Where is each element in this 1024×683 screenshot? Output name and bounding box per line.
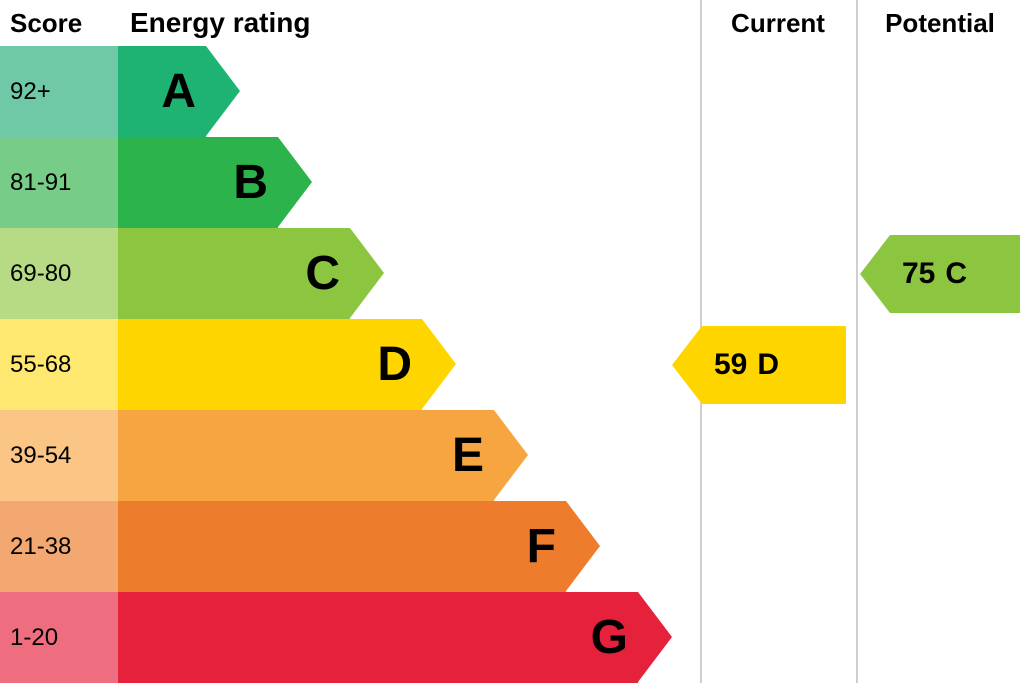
rating-row-a: 92+ A xyxy=(0,46,1024,137)
bar-wrap: F xyxy=(118,501,1024,592)
header-score: Score xyxy=(0,8,118,39)
rating-bar-c: C xyxy=(118,228,350,319)
rating-bar-e: E xyxy=(118,410,494,501)
rating-row-f: 21-38 F xyxy=(0,501,1024,592)
rating-row-e: 39-54 E xyxy=(0,410,1024,501)
energy-rating-chart: Score Energy rating Current Potential 92… xyxy=(0,0,1024,683)
current-rating-badge: 59 D xyxy=(672,326,846,404)
score-label-d: 55-68 xyxy=(0,319,118,410)
score-label-b: 81-91 xyxy=(0,137,118,228)
rating-bar-f: F xyxy=(118,501,566,592)
rating-bar-d: D xyxy=(118,319,422,410)
score-label-g: 1-20 xyxy=(0,592,118,683)
bar-wrap: B xyxy=(118,137,1024,228)
score-label-a: 92+ xyxy=(0,46,118,137)
rating-letter-f: F xyxy=(527,519,556,574)
bar-wrap: G xyxy=(118,592,1024,683)
score-label-e: 39-54 xyxy=(0,410,118,501)
potential-letter: C xyxy=(945,257,967,291)
rating-bar-b: B xyxy=(118,137,278,228)
current-value: 59 xyxy=(714,348,747,382)
rating-letter-g: G xyxy=(591,610,628,665)
potential-rating-badge: 75 C xyxy=(860,235,1020,313)
rating-row-g: 1-20 G xyxy=(0,592,1024,683)
rating-bar-g: G xyxy=(118,592,638,683)
score-label-c: 69-80 xyxy=(0,228,118,319)
score-label-f: 21-38 xyxy=(0,501,118,592)
rating-bar-a: A xyxy=(118,46,206,137)
rating-letter-c: C xyxy=(305,246,340,301)
potential-value: 75 xyxy=(902,257,935,291)
rating-row-d: 55-68 D xyxy=(0,319,1024,410)
current-letter: D xyxy=(757,348,779,382)
header-rating: Energy rating xyxy=(118,7,700,39)
header-row: Score Energy rating Current Potential xyxy=(0,0,1024,46)
rating-rows: 92+ A 81-91 B 69-80 C 55-68 D 39-54 E 21-38 F 1-20 G xyxy=(0,46,1024,683)
header-potential: Potential xyxy=(856,8,1024,39)
rating-letter-b: B xyxy=(233,155,268,210)
rating-letter-a: A xyxy=(161,64,196,119)
bar-wrap: D xyxy=(118,319,1024,410)
rating-letter-e: E xyxy=(452,428,484,483)
rating-row-b: 81-91 B xyxy=(0,137,1024,228)
rating-letter-d: D xyxy=(377,337,412,392)
bar-wrap: A xyxy=(118,46,1024,137)
header-current: Current xyxy=(700,8,856,39)
bar-wrap: E xyxy=(118,410,1024,501)
